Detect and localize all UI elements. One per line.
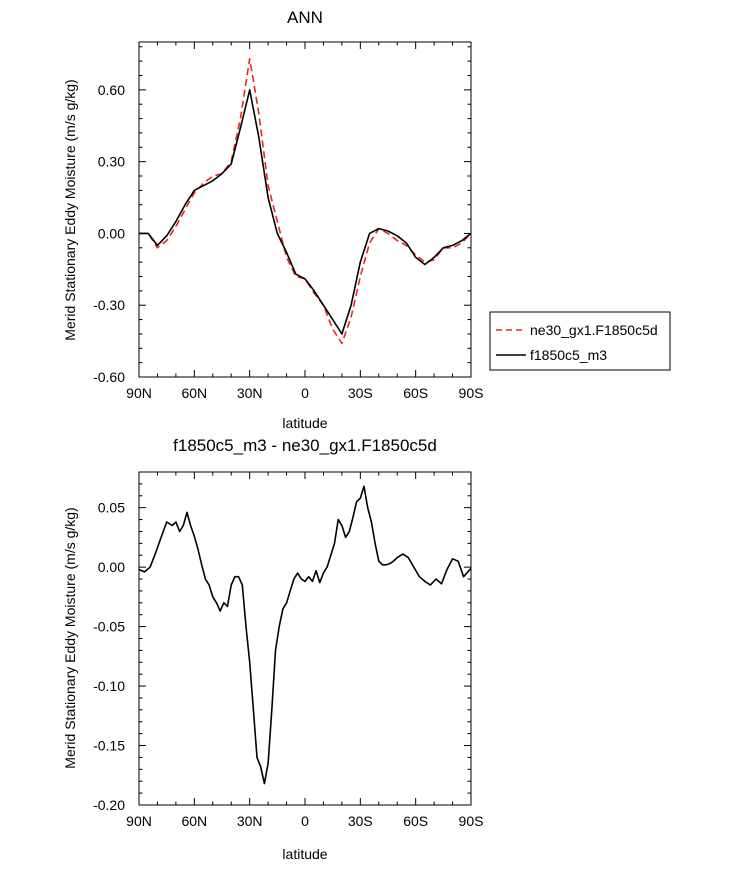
chart-difference: f1850c5_m3 - ne30_gx1.F1850c5d 90N 60N 30N…: [62, 436, 483, 862]
x-tick-label: 90N: [126, 813, 152, 829]
legend-label-ne30: ne30_gx1.F1850c5d: [530, 322, 658, 338]
x-tick-label: 90N: [126, 385, 152, 401]
legend-box: [489, 311, 671, 371]
y-tick-label: -0.30: [93, 297, 125, 313]
x-tick-label: 90S: [459, 813, 484, 829]
x-axis-label: latitude: [282, 846, 327, 862]
tick-layer: 90N 60N 30N 0 30S 60S 90S 0.60 0.30 0.00 -0.30 -0.6…: [93, 42, 483, 401]
y-tick-label: 0.00: [98, 559, 125, 575]
x-tick-label: 90S: [459, 385, 484, 401]
x-tick-label: 30N: [237, 385, 263, 401]
y-tick-label: 0.00: [98, 225, 125, 241]
x-tick-label: 60S: [403, 813, 428, 829]
legend: ne30_gx1.F1850c5d f1850c5_m3: [489, 311, 671, 371]
legend-label-f1850: f1850c5_m3: [530, 347, 607, 363]
x-tick-label: 30S: [348, 813, 373, 829]
x-axis-label: latitude: [282, 415, 327, 431]
y-axis-label: Merid Stationary Eddy Moisture (m/s g/kg…: [62, 507, 78, 768]
y-tick-label: 0.60: [98, 82, 125, 98]
x-tick-label: 0: [301, 813, 309, 829]
y-tick-label: -0.10: [93, 678, 125, 694]
y-tick-label: -0.60: [93, 369, 125, 385]
x-tick-label: 30N: [237, 813, 263, 829]
series-layer: [139, 57, 472, 345]
x-tick-label: 60N: [181, 813, 207, 829]
y-tick-label: 0.30: [98, 154, 125, 170]
series-line-f1850c5_m3: [139, 89, 472, 335]
plot-frame: [138, 41, 472, 378]
y-axis-label: Merid Stationary Eddy Moisture (m/s g/kg…: [62, 79, 78, 340]
chart-annual: ANN 90N 60N 30N 0 30S 60S 90S 0.60 0.30 0.00 -0.30…: [62, 8, 671, 431]
series-layer: [138, 485, 472, 785]
x-tick-label: 60S: [403, 385, 428, 401]
series-line-ne30_gx1.F1850c5d: [139, 57, 472, 345]
y-tick-label: 0.05: [98, 500, 125, 516]
chart-title: f1850c5_m3 - ne30_gx1.F1850c5d: [173, 436, 437, 455]
y-tick-label: -0.20: [93, 797, 125, 813]
tick-layer: 90N 60N 30N 0 30S 60S 90S 0.05 0.00 -0.05 -0.10 -0.…: [93, 471, 484, 829]
x-tick-label: 0: [301, 385, 309, 401]
x-tick-label: 30S: [348, 385, 373, 401]
y-tick-label: -0.05: [93, 619, 125, 635]
series-line-f1850c5_m3: [138, 485, 472, 785]
y-tick-label: -0.15: [93, 738, 125, 754]
x-tick-label: 60N: [181, 385, 207, 401]
chart-title: ANN: [287, 8, 323, 27]
